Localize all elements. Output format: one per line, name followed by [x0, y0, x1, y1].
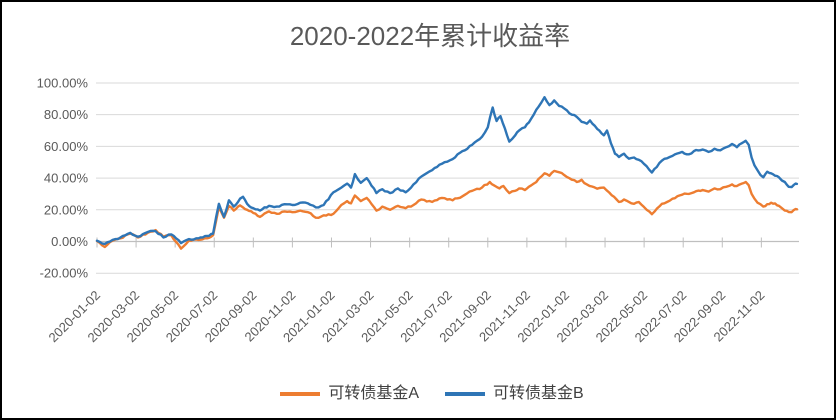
chart-legend: 可转债基金A 可转债基金B — [62, 381, 802, 407]
series-line-fund-a — [95, 169, 799, 250]
y-axis-tick-label: 100.00% — [37, 75, 89, 90]
legend-label-fund-b: 可转债基金B — [493, 385, 584, 402]
y-axis-tick-label: 0.00% — [51, 234, 88, 249]
legend-line-swatch-fund-a — [280, 392, 321, 396]
chart-title: 2020-2022年累计收益率 — [289, 21, 571, 51]
legend-line-swatch-fund-b — [445, 392, 485, 396]
series-line-fund-b — [95, 96, 799, 246]
y-axis-tick-label: -20.00% — [40, 266, 89, 281]
y-axis-tick-label: 60.00% — [44, 139, 89, 154]
legend-item-fund-a: 可转债基金A — [280, 386, 419, 402]
legend-label-fund-a: 可转债基金A — [328, 385, 419, 402]
y-axis-tick-label: 20.00% — [44, 202, 89, 217]
legend-item-fund-b: 可转债基金B — [445, 386, 584, 402]
y-axis-tick-label: 40.00% — [44, 171, 89, 186]
y-axis-tick-label: 80.00% — [44, 107, 89, 122]
